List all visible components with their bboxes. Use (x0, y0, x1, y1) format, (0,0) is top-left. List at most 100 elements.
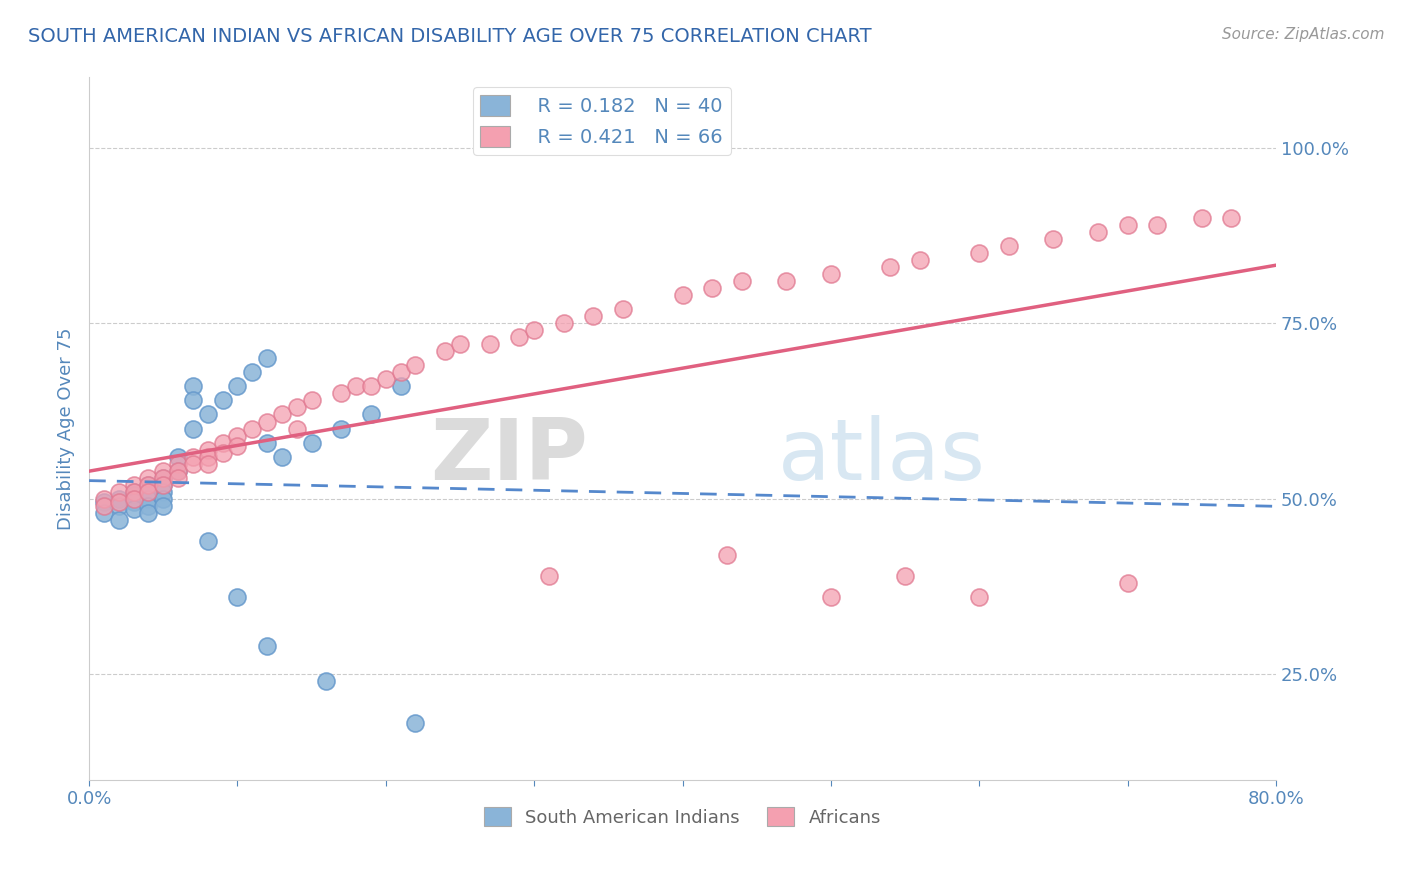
Point (360, 408, 382, 422)
Point (122, 484, 145, 499)
Point (181, 393, 204, 408)
Point (256, 639, 278, 653)
Point (181, 379, 204, 393)
Point (478, 337, 501, 351)
Point (226, 379, 249, 393)
Point (152, 464, 174, 478)
Point (389, 379, 412, 393)
Point (181, 450, 204, 464)
Point (197, 457, 219, 471)
Point (152, 484, 174, 499)
Point (122, 495, 145, 509)
Point (404, 359, 426, 373)
Point (612, 302, 634, 317)
Point (449, 337, 471, 351)
Point (211, 435, 233, 450)
Point (152, 471, 174, 485)
Point (820, 267, 842, 281)
Point (315, 674, 337, 689)
Point (360, 379, 382, 393)
Text: atlas: atlas (778, 415, 986, 498)
Point (1191, 211, 1213, 225)
Point (122, 477, 145, 491)
Point (122, 502, 145, 516)
Point (152, 477, 174, 491)
Point (908, 252, 931, 267)
Point (167, 464, 190, 478)
Point (301, 435, 323, 450)
Point (138, 499, 160, 513)
Point (152, 491, 174, 506)
Point (285, 421, 308, 435)
Point (181, 457, 204, 471)
Point (330, 386, 353, 401)
Point (226, 590, 249, 604)
Point (404, 716, 426, 731)
Point (93, 495, 115, 509)
Point (107, 491, 129, 506)
Point (344, 379, 367, 393)
Point (138, 506, 160, 520)
Point (285, 401, 308, 415)
Point (167, 464, 190, 478)
Point (301, 393, 323, 408)
Point (731, 274, 754, 288)
Point (197, 408, 219, 422)
Point (197, 442, 219, 457)
Point (894, 569, 917, 583)
Point (1220, 211, 1243, 225)
Point (107, 484, 129, 499)
Point (167, 457, 190, 471)
Point (138, 484, 160, 499)
Point (138, 477, 160, 491)
Point (167, 450, 190, 464)
Point (197, 450, 219, 464)
Point (967, 590, 990, 604)
Point (211, 393, 233, 408)
Point (256, 435, 278, 450)
Point (271, 408, 294, 422)
Point (330, 421, 353, 435)
Point (1116, 218, 1139, 232)
Point (93, 499, 115, 513)
Point (374, 372, 396, 386)
Point (537, 569, 560, 583)
Point (138, 491, 160, 506)
Text: Source: ZipAtlas.com: Source: ZipAtlas.com (1222, 27, 1385, 42)
Point (211, 446, 233, 460)
Point (1087, 225, 1109, 239)
Point (775, 274, 797, 288)
Point (122, 491, 145, 506)
Point (152, 477, 174, 491)
Point (93, 506, 115, 520)
Point (582, 309, 605, 323)
Point (256, 351, 278, 366)
Point (226, 428, 249, 442)
Point (181, 421, 204, 435)
Point (138, 484, 160, 499)
Point (152, 499, 174, 513)
Point (240, 421, 263, 435)
Point (197, 533, 219, 548)
Point (240, 365, 263, 379)
Point (671, 288, 693, 302)
Point (107, 499, 129, 513)
Point (1042, 232, 1064, 246)
Point (508, 330, 530, 344)
Point (820, 590, 842, 604)
Point (122, 488, 145, 502)
Point (1116, 576, 1139, 591)
Point (967, 246, 990, 260)
Point (167, 471, 190, 485)
Point (226, 439, 249, 453)
Y-axis label: Disability Age Over 75: Disability Age Over 75 (58, 327, 75, 530)
Point (434, 344, 457, 359)
Point (553, 316, 575, 330)
Legend: South American Indians, Africans: South American Indians, Africans (477, 799, 889, 834)
Point (879, 260, 901, 274)
Point (716, 548, 738, 562)
Text: ZIP: ZIP (430, 415, 588, 498)
Point (702, 281, 724, 295)
Point (271, 450, 294, 464)
Point (122, 484, 145, 499)
